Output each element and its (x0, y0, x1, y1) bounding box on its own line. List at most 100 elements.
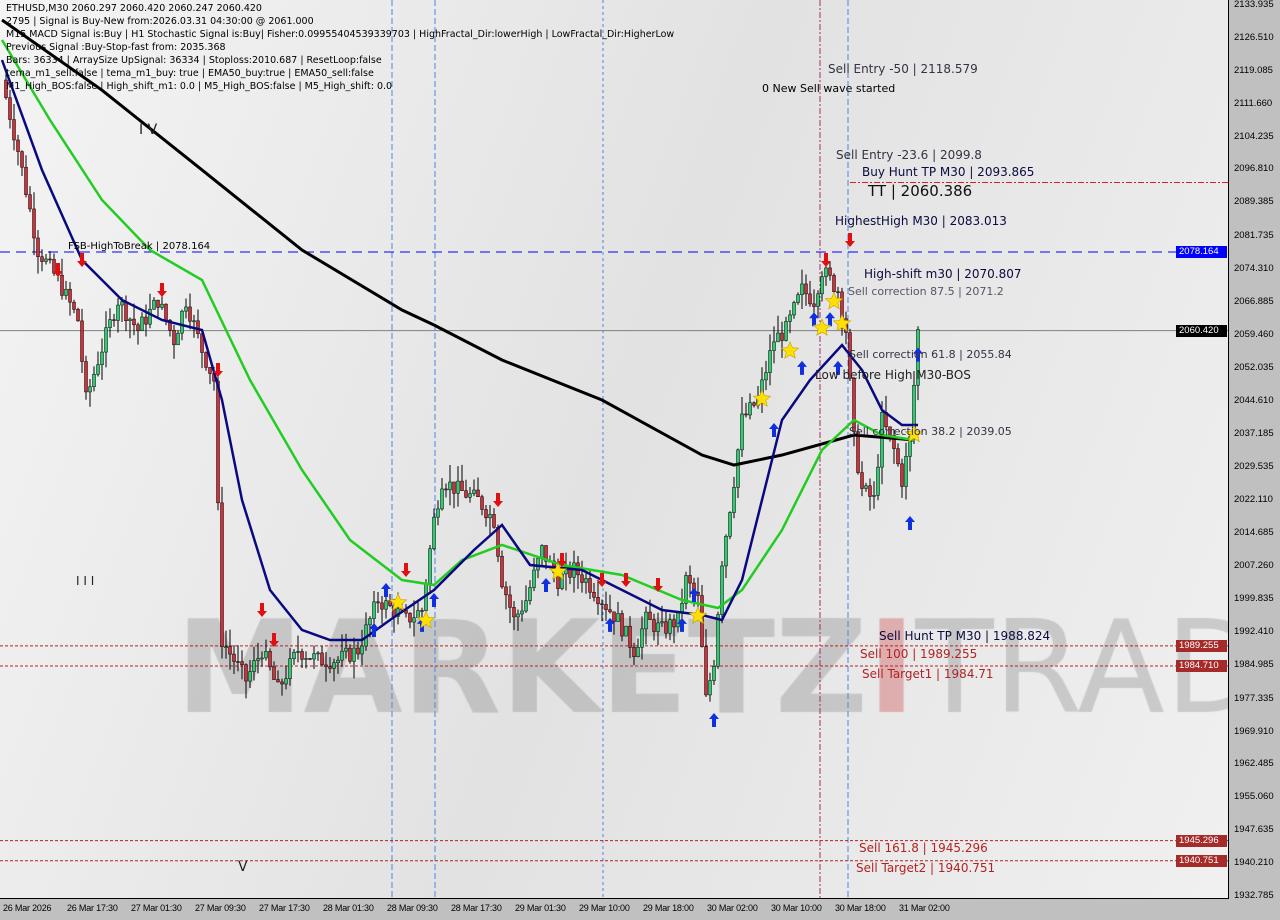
candle-body (600, 603, 604, 606)
price-level-tag: 1989.255 (1176, 639, 1227, 652)
candle-body (624, 625, 628, 637)
buy-arrow-icon (769, 422, 779, 437)
candle-body (304, 658, 308, 660)
highest-high-label: HighestHigh M30 | 2083.013 (835, 214, 1007, 228)
sell-arrow-icon (653, 577, 663, 592)
candle-body (168, 319, 172, 331)
candle-body (792, 302, 796, 316)
candle-body (496, 527, 500, 557)
price-tick-label: 2066.885 (1234, 296, 1274, 307)
candle-body (640, 628, 644, 648)
sell-100-label: Sell 100 | 1989.255 (860, 647, 978, 661)
price-level-tag: 1984.710 (1176, 659, 1227, 672)
time-tick-label: 30 Mar 10:00 (771, 903, 822, 913)
candle-body (724, 535, 728, 567)
candle-body (40, 256, 44, 262)
price-tick-label: 2081.735 (1234, 230, 1274, 242)
candle-body (408, 612, 412, 623)
candle-body (228, 646, 232, 655)
candle-body (428, 548, 432, 584)
buy-arrow-icon (429, 592, 439, 607)
candle-body (324, 664, 328, 667)
candle-body (852, 378, 856, 432)
candle-body (776, 332, 780, 343)
candle-body (360, 645, 364, 655)
candle-body (316, 652, 320, 655)
candle-body (248, 671, 252, 682)
candle-body (500, 556, 504, 588)
candle-body (764, 372, 768, 381)
candle-body (184, 306, 188, 312)
price-tick-label: 1992.410 (1234, 625, 1274, 637)
chart-canvas (0, 0, 1228, 898)
candle-body (52, 259, 56, 274)
candle-body (480, 496, 484, 510)
price-chart[interactable]: ETHUSD,M30 2060.297 2060.420 2060.247 20… (0, 0, 1229, 899)
sell-entry-236-label: Sell Entry -23.6 | 2099.8 (836, 148, 982, 162)
fast-ma-line (0, 59, 918, 642)
price-level-tag: 1945.296 (1176, 834, 1227, 847)
price-tick-label: 1940.210 (1234, 857, 1274, 869)
candle-body (64, 288, 68, 296)
candle-body (412, 617, 416, 623)
watermark (0, 0, 1228, 898)
candle-body (652, 619, 656, 632)
candle-body (460, 480, 464, 491)
candle-body (296, 651, 300, 653)
price-tick-label: 2119.085 (1234, 64, 1273, 76)
candle-body (384, 600, 388, 610)
mid-ma-line (0, 39, 915, 610)
candle-body (264, 651, 268, 659)
candle-body (104, 327, 108, 353)
candle-body (492, 514, 496, 528)
buy-arrow-icon (825, 312, 835, 327)
candle-body (836, 291, 840, 293)
sell-arrow-icon (845, 233, 855, 248)
candle-body (788, 314, 792, 322)
tt-label: TT | 2060.386 (868, 182, 973, 200)
candle-body (240, 661, 244, 665)
candle-body (208, 367, 212, 374)
candle-body (176, 332, 180, 346)
candle-body (868, 485, 872, 497)
sell-arrow-icon (213, 363, 223, 378)
candle-body (108, 319, 112, 328)
sell-target2-label: Sell Target2 | 1940.751 (856, 861, 996, 875)
candle-body (520, 610, 524, 615)
price-level-tag: 2078.164 (1176, 246, 1227, 259)
candle-body (188, 306, 192, 322)
time-tick-label: 27 Mar 09:30 (195, 903, 246, 913)
candle-body (672, 619, 676, 628)
candle-body (272, 666, 276, 680)
buy-arrow-icon (809, 312, 819, 327)
candle-body (16, 139, 20, 152)
candle-body (472, 489, 476, 494)
candle-body (120, 301, 124, 306)
star-signal-icon (812, 318, 832, 336)
time-tick-label: 26 Mar 17:30 (67, 903, 118, 913)
candle-body (132, 318, 136, 326)
candle-body (468, 493, 472, 498)
price-level-tag: 2060.420 (1176, 324, 1227, 337)
sell-arrow-icon (269, 633, 279, 648)
candle-body (832, 275, 836, 292)
candle-body (768, 350, 772, 373)
price-tick-label: 2126.510 (1234, 31, 1274, 43)
price-tick-label: 1955.060 (1234, 791, 1274, 803)
sell-correction-382-label: Sell correction 38.2 | 2039.05 (849, 425, 1012, 438)
star-signal-icon (752, 389, 772, 407)
candle-body (136, 324, 140, 331)
candle-body (592, 592, 596, 598)
header-bos-line: M1_High_BOS:false | High_shift_m1: 0.0 |… (6, 81, 393, 92)
sell-arrow-icon (157, 283, 167, 298)
candle-body (368, 618, 372, 626)
price-tick-label: 2074.310 (1234, 263, 1274, 275)
candle-body (252, 660, 256, 672)
candle-body (504, 586, 508, 596)
candle-body (904, 456, 908, 487)
candle-body (808, 293, 812, 305)
candle-body (688, 575, 692, 584)
candle-body (320, 652, 324, 666)
candle-body (784, 321, 788, 341)
candle-body (280, 681, 284, 685)
